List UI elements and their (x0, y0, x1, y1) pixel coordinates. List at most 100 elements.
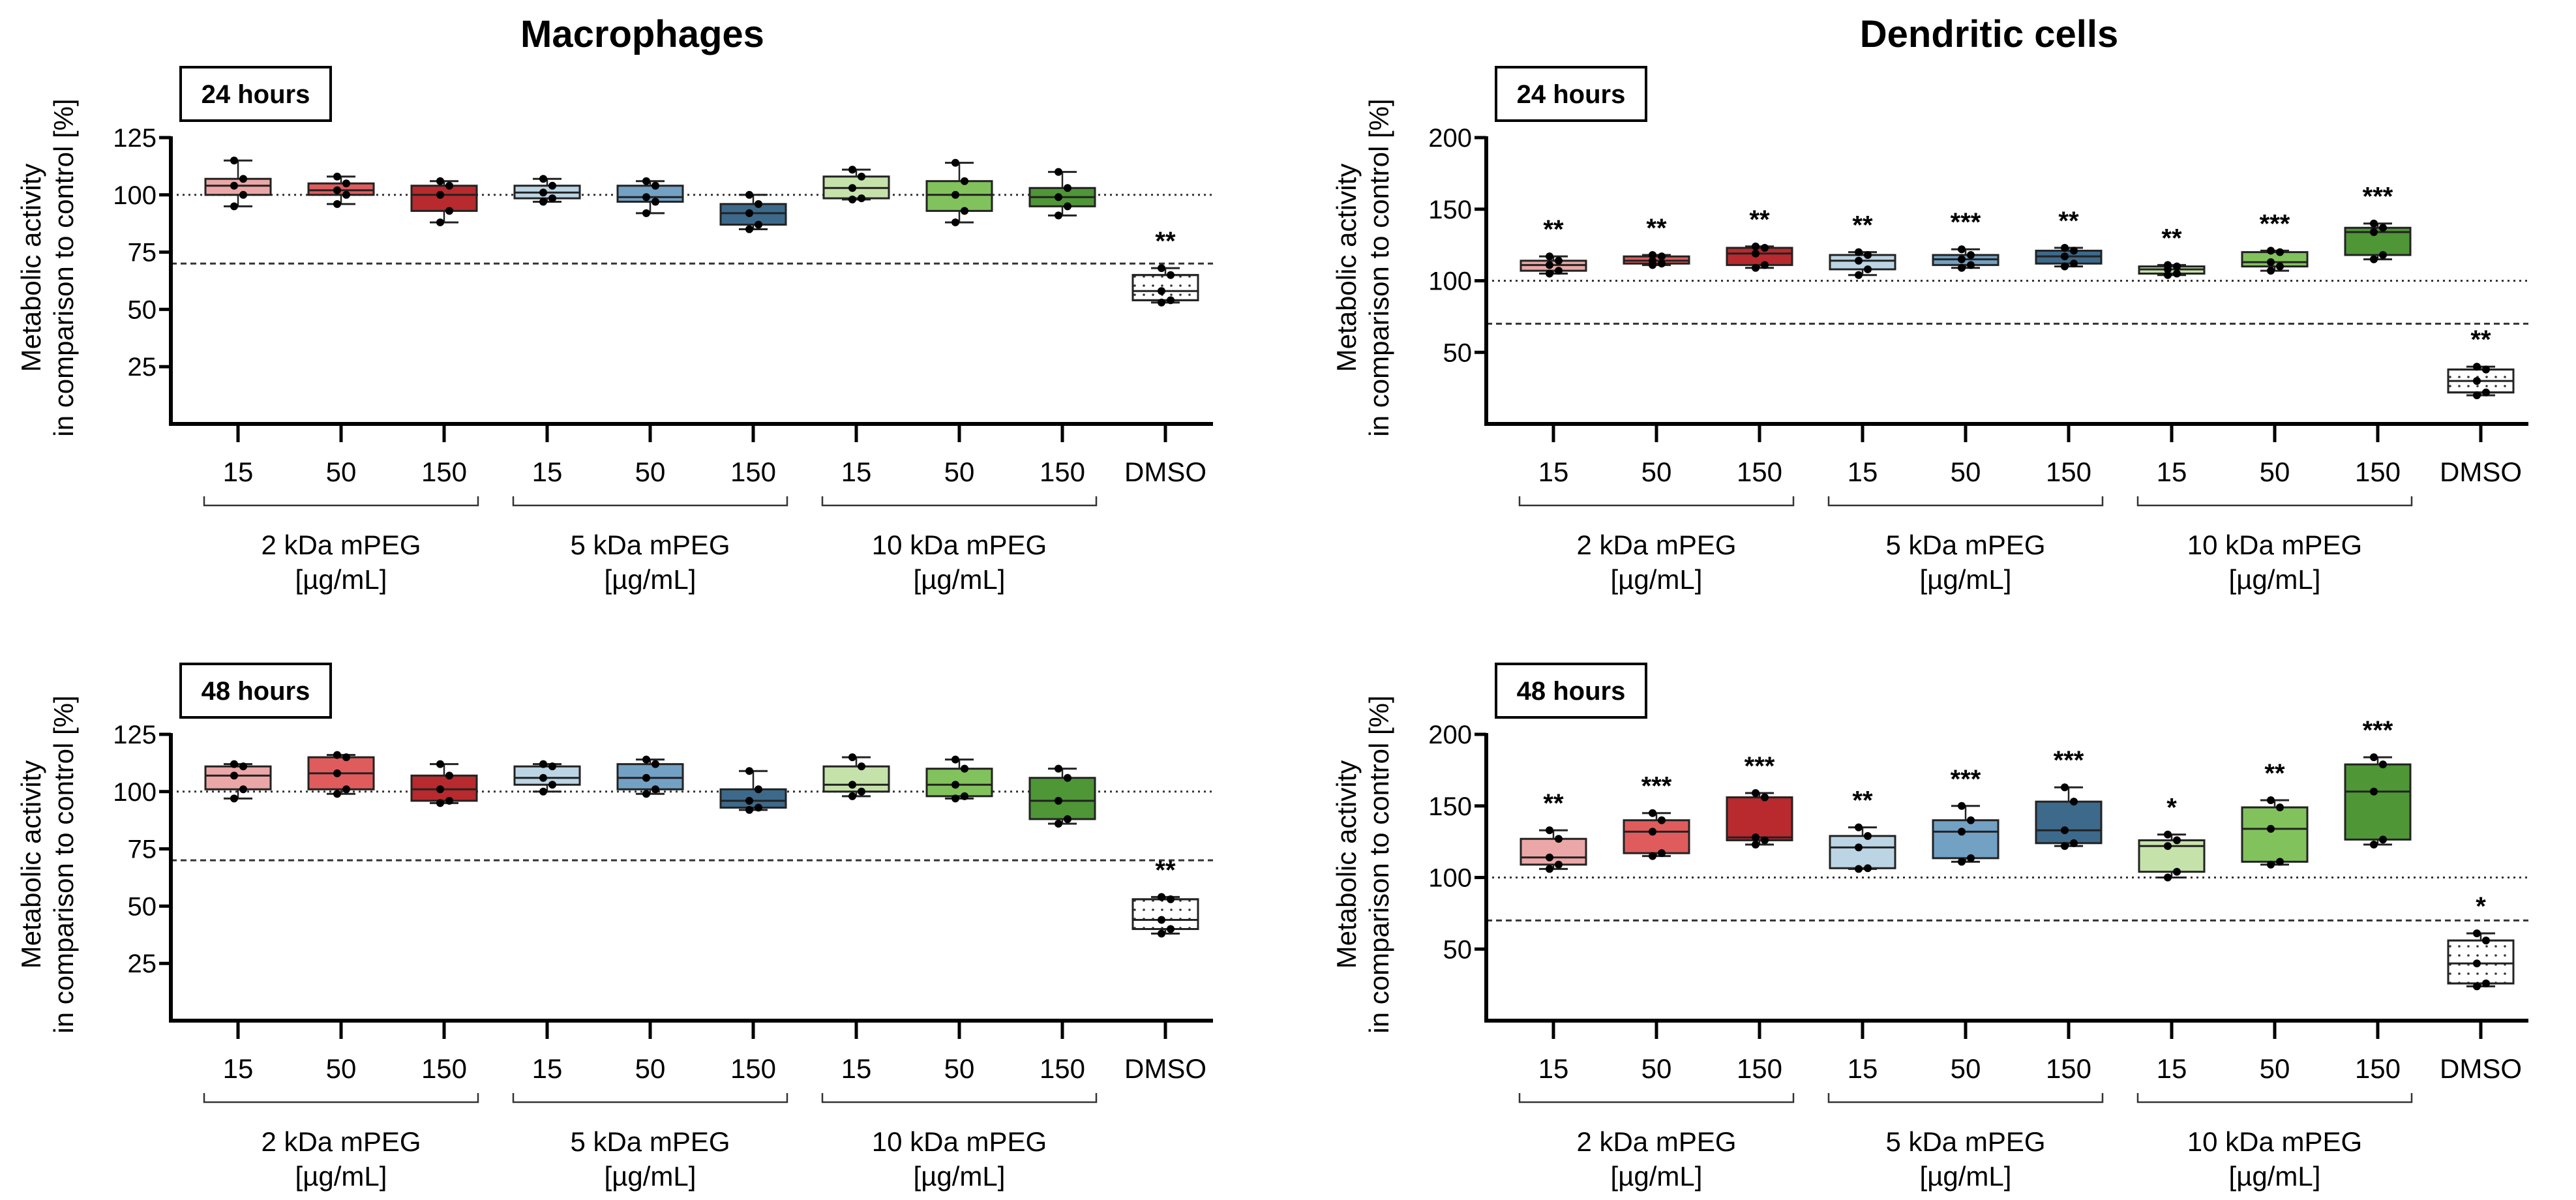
box-plot-5: ** (2035, 207, 2103, 271)
data-point (1649, 852, 1656, 860)
x-tick-label: 150 (421, 457, 467, 487)
data-point (1967, 261, 1975, 269)
group-label: 5 kDa mPEG (1885, 1126, 2045, 1157)
y-tick-label: 100 (1428, 864, 1472, 893)
data-point (2482, 388, 2490, 397)
y-tick-label: 25 (128, 353, 157, 382)
data-point (1055, 819, 1062, 828)
x-tick-label: 15 (2157, 1053, 2187, 1084)
x-tick-label: DMSO (1124, 1053, 1206, 1084)
group-bracket (203, 1093, 479, 1103)
data-point (1158, 287, 1165, 295)
panel-label-box (179, 66, 332, 122)
data-point (1958, 802, 1966, 810)
group-bracket (2136, 1093, 2413, 1103)
y-axis-label-line2: in comparison to control [%] (48, 695, 79, 1033)
data-point (1761, 793, 1769, 802)
data-point (1761, 836, 1769, 845)
data-point (2070, 839, 2078, 847)
data-point (445, 207, 453, 215)
data-point (2070, 247, 2078, 255)
y-tick-label: 50 (1443, 338, 1473, 367)
box-plot-4 (616, 177, 684, 217)
group-label: 10 kDa mPEG (2187, 1126, 2362, 1157)
box (2241, 251, 2309, 268)
x-tick-label: 150 (730, 1053, 776, 1084)
data-point (230, 794, 238, 803)
data-point (333, 172, 341, 181)
data-point (651, 785, 659, 794)
panel-0: 24 hours Metabolic activity in comparison … (16, 66, 1213, 595)
x-tick-label: 50 (944, 457, 975, 487)
box (410, 185, 478, 212)
data-point (755, 200, 762, 208)
significance-label: *** (2260, 209, 2290, 238)
data-point (2070, 798, 2078, 806)
data-point (239, 785, 247, 794)
data-point (2379, 835, 2387, 844)
group-label: 5 kDa mPEG (1885, 530, 2045, 560)
group-bracket (1518, 496, 1795, 507)
data-point (642, 193, 650, 202)
data-point (333, 790, 341, 798)
data-point (1855, 823, 1863, 832)
data-point (539, 198, 547, 206)
group-unit: [µg/mL] (1611, 564, 1703, 595)
data-point (1967, 250, 1975, 259)
y-tick-label: 100 (113, 778, 157, 807)
box-plot-6: ** (2138, 224, 2206, 279)
data-point (2482, 979, 2490, 987)
box-plot-4: *** (1932, 765, 1999, 866)
x-tick-label: 50 (944, 1053, 975, 1084)
box-plot-0: ** (1520, 789, 1587, 873)
data-point (1546, 269, 1553, 278)
box-pattern (1131, 898, 1199, 931)
box-plot-8: *** (2344, 716, 2412, 849)
data-point (1752, 833, 1760, 842)
x-tick-label: 50 (2260, 457, 2290, 487)
box (719, 788, 787, 809)
data-point (848, 753, 856, 762)
box (2138, 839, 2206, 873)
data-point (1064, 815, 1071, 823)
data-point (1158, 916, 1165, 924)
box-plot-1: ** (1623, 214, 1690, 269)
box (925, 768, 993, 798)
data-point (1864, 250, 1872, 259)
significance-label: ** (1852, 211, 1873, 240)
x-tick-label: 50 (635, 1053, 666, 1084)
data-point (1555, 860, 1563, 869)
data-point (1055, 168, 1062, 176)
group-unit: [µg/mL] (914, 1161, 1006, 1192)
y-tick-label: 25 (128, 950, 157, 978)
box-plot-9: * (2447, 892, 2515, 991)
x-tick-label: 15 (841, 457, 872, 487)
data-point (539, 773, 547, 782)
x-tick-label: 50 (635, 457, 666, 487)
data-point (1658, 849, 1666, 858)
data-point (539, 188, 547, 197)
data-point (961, 764, 968, 773)
data-point (1752, 242, 1760, 250)
y-axis-label-line1: Metabolic activity (16, 760, 46, 969)
y-axis-label-line1: Metabolic activity (1331, 760, 1362, 969)
data-point (2267, 247, 2275, 255)
data-point (342, 190, 350, 199)
box (1726, 247, 1793, 266)
data-point (333, 751, 341, 759)
box-plot-6 (822, 166, 890, 203)
x-tick-label: DMSO (1124, 457, 1206, 487)
data-point (848, 184, 856, 192)
data-point (436, 218, 444, 226)
data-point (2173, 836, 2181, 845)
data-point (745, 796, 753, 805)
significance-label: *** (2054, 746, 2084, 775)
panel-label: 24 hours (1517, 80, 1626, 109)
data-point (2473, 363, 2481, 371)
data-point (1158, 893, 1165, 901)
box (1726, 796, 1793, 841)
data-point (445, 181, 453, 190)
data-point (2061, 244, 2069, 252)
x-tick-label: 15 (1848, 457, 1878, 487)
significance-label: * (2476, 892, 2486, 921)
